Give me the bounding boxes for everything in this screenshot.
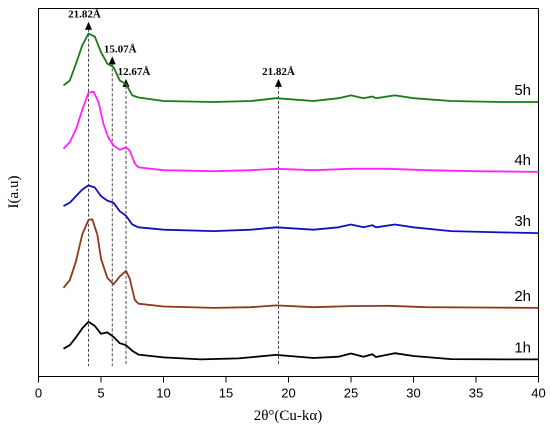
series-line-5h <box>62 32 539 103</box>
series-label-group: 1h 2h 3h 4h 5h <box>514 82 531 356</box>
series-label-1h: 1h <box>514 339 531 356</box>
series-line-3h <box>63 184 539 234</box>
series-label-5h: 5h <box>514 82 531 99</box>
annotation-group: 21.82Å 15.07Å 12.67Å 21.82Å <box>68 9 295 366</box>
x-tick-label: 15 <box>219 386 233 401</box>
annotation-label: 21.82Å <box>68 9 101 21</box>
x-tick-label: 40 <box>531 386 545 401</box>
x-tick-label: 35 <box>469 386 483 401</box>
x-tick-label: 30 <box>406 386 420 401</box>
annotation-arrowhead <box>108 56 116 65</box>
y-axis-title: I(a.u) <box>6 176 22 209</box>
annotation-label: 21.82Å <box>262 66 295 78</box>
series-label-2h: 2h <box>514 288 531 305</box>
series-line-1h <box>63 320 539 361</box>
annotation-label: 15.07Å <box>104 43 137 55</box>
x-tick-label: 20 <box>281 386 295 401</box>
x-tick-label: 0 <box>35 386 42 401</box>
series-line-4h <box>62 90 539 173</box>
x-axis-ticks: 0 5 10 15 20 25 30 35 40 <box>35 376 546 401</box>
annotation-arrowhead <box>275 78 282 87</box>
annotation-arrowhead <box>85 21 92 30</box>
series-line-2h <box>62 218 539 309</box>
x-tick-label: 25 <box>344 386 358 401</box>
x-tick-label: 5 <box>97 386 104 401</box>
annotation-arrowhead <box>122 78 130 87</box>
x-axis-title: 2θ°(Cu-kα) <box>254 408 323 424</box>
series-group <box>62 32 539 361</box>
annotation-label: 12.67Å <box>118 66 151 78</box>
series-label-4h: 4h <box>514 152 531 169</box>
x-tick-label: 10 <box>156 386 170 401</box>
series-label-3h: 3h <box>514 213 531 230</box>
